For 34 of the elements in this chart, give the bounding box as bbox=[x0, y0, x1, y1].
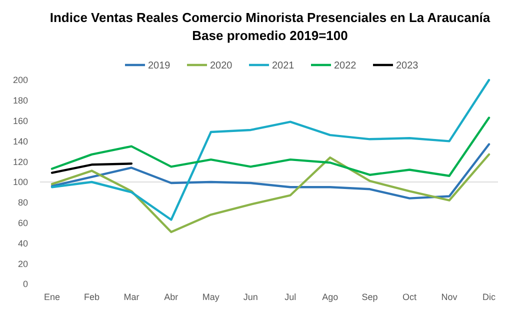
legend-label: 2022 bbox=[334, 60, 357, 72]
x-tick-label: Nov bbox=[441, 292, 458, 302]
x-tick-label: Feb bbox=[84, 292, 100, 302]
line-series bbox=[50, 143, 490, 200]
line-series bbox=[50, 153, 490, 234]
chart-title: Indice Ventas Reales Comercio Minorista Presenciales en La Araucanía bbox=[50, 10, 491, 25]
y-tick-label: 120 bbox=[12, 156, 28, 167]
x-tick-label: Dic bbox=[482, 292, 496, 302]
line-series bbox=[50, 116, 490, 177]
y-tick-label: 160 bbox=[12, 116, 28, 126]
x-tick-label: Ago bbox=[322, 292, 338, 302]
x-tick-label: Mar bbox=[124, 292, 140, 302]
y-tick-label: 200 bbox=[12, 75, 28, 86]
y-tick-label: 180 bbox=[12, 96, 28, 106]
legend-label: 2021 bbox=[272, 60, 295, 72]
y-tick-label: 40 bbox=[18, 238, 28, 248]
x-tick-label: Sep bbox=[362, 292, 378, 302]
legend-label: 2023 bbox=[396, 60, 419, 72]
x-tick-label: Abr bbox=[164, 292, 178, 302]
legend-label: 2019 bbox=[148, 60, 171, 72]
x-tick-label: Oct bbox=[402, 292, 418, 302]
y-tick-label: 60 bbox=[18, 218, 28, 228]
y-tick-label: 0 bbox=[22, 279, 28, 290]
y-tick-label: 80 bbox=[18, 198, 28, 208]
x-tick-label: May bbox=[202, 292, 220, 302]
x-tick-label: Jul bbox=[284, 292, 296, 302]
chart-subtitle: Base promedio 2019=100 bbox=[192, 28, 348, 43]
x-tick-label: Jun bbox=[243, 292, 258, 302]
y-tick-label: 20 bbox=[18, 258, 28, 269]
y-tick-label: 140 bbox=[12, 136, 28, 146]
legend-label: 2020 bbox=[210, 60, 233, 72]
line-series bbox=[50, 78, 490, 221]
y-tick-label: 100 bbox=[12, 177, 28, 188]
x-tick-label: Ene bbox=[44, 292, 60, 302]
